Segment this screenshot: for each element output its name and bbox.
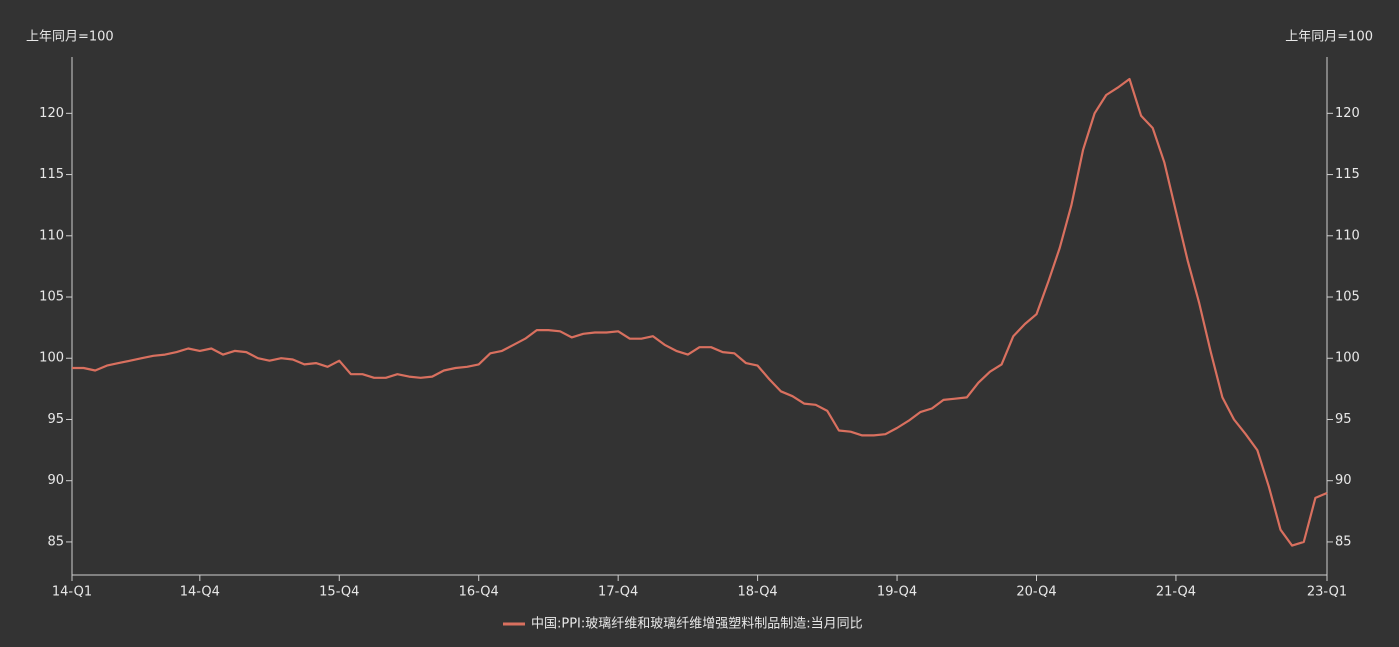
x-tick-label: 19-Q4 xyxy=(877,585,917,600)
y-tick-label: 120 xyxy=(39,106,64,121)
y2-tick-label: 110 xyxy=(1335,228,1360,243)
y-tick-label: 110 xyxy=(39,228,64,243)
x-tick-label: 20-Q4 xyxy=(1016,585,1056,600)
y-axis-label: 上年同月=100 xyxy=(26,30,114,45)
y2-tick-label: 115 xyxy=(1335,167,1360,182)
x-tick-label: 17-Q4 xyxy=(598,585,638,600)
y2-tick-label: 120 xyxy=(1335,106,1360,121)
y-tick-label: 115 xyxy=(39,167,64,182)
y-tick-label: 90 xyxy=(47,473,64,488)
y-tick-label: 85 xyxy=(47,534,64,549)
y2-tick-label: 105 xyxy=(1335,290,1360,305)
y2-tick-label: 90 xyxy=(1335,473,1352,488)
y2-tick-label: 95 xyxy=(1335,412,1352,427)
y-tick-label: 105 xyxy=(39,290,64,305)
x-tick-label: 15-Q4 xyxy=(319,585,359,600)
x-tick-label: 16-Q4 xyxy=(459,585,499,600)
y-tick-label: 95 xyxy=(47,412,64,427)
y-tick-label: 100 xyxy=(39,351,64,366)
y2-tick-label: 100 xyxy=(1335,351,1360,366)
y2-tick-label: 85 xyxy=(1335,534,1352,549)
legend-label: 中国:PPI:玻璃纤维和玻璃纤维增强塑料制品制造:当月同比 xyxy=(531,617,863,632)
x-tick-label: 18-Q4 xyxy=(737,585,777,600)
x-tick-label: 21-Q4 xyxy=(1156,585,1196,600)
y2-axis-label: 上年同月=100 xyxy=(1285,30,1373,45)
line-series xyxy=(72,77,1328,547)
x-tick-label: 14-Q4 xyxy=(180,585,220,600)
x-tick-label: 14-Q1 xyxy=(52,585,92,600)
x-tick-label: 23-Q1 xyxy=(1307,585,1347,600)
